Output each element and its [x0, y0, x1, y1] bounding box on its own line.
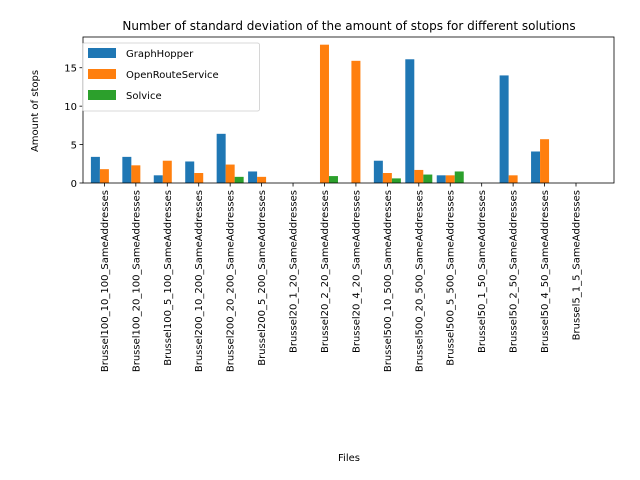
bar	[162, 160, 172, 183]
x-tick-label: Brussel200_20_200_SameAddresses	[226, 190, 237, 372]
bar	[319, 44, 329, 184]
legend-swatch	[88, 69, 116, 79]
x-tick-label: Brussel200_5_200_SameAddresses	[257, 190, 268, 366]
legend-label: Solvice	[126, 91, 162, 102]
bar	[373, 160, 383, 183]
bar	[194, 173, 204, 183]
bar	[382, 173, 392, 183]
x-tick-label: Brussel20_1_20_SameAddresses	[289, 190, 300, 353]
legend-box	[82, 42, 260, 112]
x-tick-label: Brussel500_5_500_SameAddresses	[446, 190, 457, 366]
bar	[257, 176, 267, 183]
bar	[122, 156, 132, 183]
bar	[131, 165, 141, 183]
y-axis-label: Amount of stops	[30, 70, 41, 152]
y-axis-ticks: 0 5 10 15	[64, 64, 83, 190]
legend: GraphHopper OpenRouteService Solvice	[82, 42, 260, 112]
x-tick-label: Brussel100_20_100_SameAddresses	[131, 190, 142, 372]
x-tick-label: Brussel200_10_200_SameAddresses	[194, 190, 205, 372]
bar	[423, 174, 433, 183]
x-tick-label: Brussel20_4_20_SameAddresses	[351, 190, 362, 353]
x-tick-label: Brussel500_10_500_SameAddresses	[383, 190, 394, 372]
bar	[436, 175, 446, 183]
bar	[454, 171, 464, 183]
x-tick-label: Brussel100_10_100_SameAddresses	[100, 190, 111, 372]
chart-title: Number of standard deviation of the amou…	[122, 19, 575, 33]
y-tick-label: 10	[64, 102, 77, 113]
x-axis-label: Files	[338, 453, 360, 464]
legend-label: OpenRouteService	[126, 70, 219, 81]
x-tick-label: Brussel20_2_20_SameAddresses	[320, 190, 331, 353]
bar	[351, 60, 361, 183]
bar	[328, 176, 338, 183]
bar	[248, 171, 258, 183]
bar	[405, 59, 415, 183]
bar	[234, 176, 244, 183]
x-tick-label: Brussel500_20_500_SameAddresses	[414, 190, 425, 372]
bar	[540, 139, 550, 183]
bar	[216, 133, 226, 183]
y-tick-label: 0	[71, 179, 77, 190]
bar	[445, 175, 455, 183]
bar	[499, 75, 509, 183]
bar	[99, 169, 109, 183]
bar	[153, 175, 163, 183]
y-tick-label: 5	[71, 141, 77, 152]
bar	[391, 178, 401, 183]
bar	[414, 169, 424, 183]
x-tick-label: Brussel5_1_5_SameAddresses	[572, 190, 583, 340]
bar	[531, 151, 541, 183]
legend-swatch	[88, 48, 116, 58]
legend-label: GraphHopper	[126, 49, 194, 60]
y-tick-label: 15	[64, 64, 77, 75]
x-tick-label: Brussel50_4_50_SameAddresses	[540, 190, 551, 353]
x-axis-ticks: Brussel100_10_100_SameAddresses Brussel10…	[100, 183, 583, 372]
bar	[508, 175, 518, 183]
bar	[225, 164, 235, 183]
x-tick-label: Brussel50_2_50_SameAddresses	[509, 190, 520, 353]
x-tick-label: Brussel100_5_100_SameAddresses	[163, 190, 174, 366]
bars-group	[90, 44, 550, 184]
legend-swatch	[88, 90, 116, 100]
x-tick-label: Brussel50_1_50_SameAddresses	[477, 190, 488, 353]
bar	[90, 156, 100, 183]
bar	[185, 161, 195, 183]
